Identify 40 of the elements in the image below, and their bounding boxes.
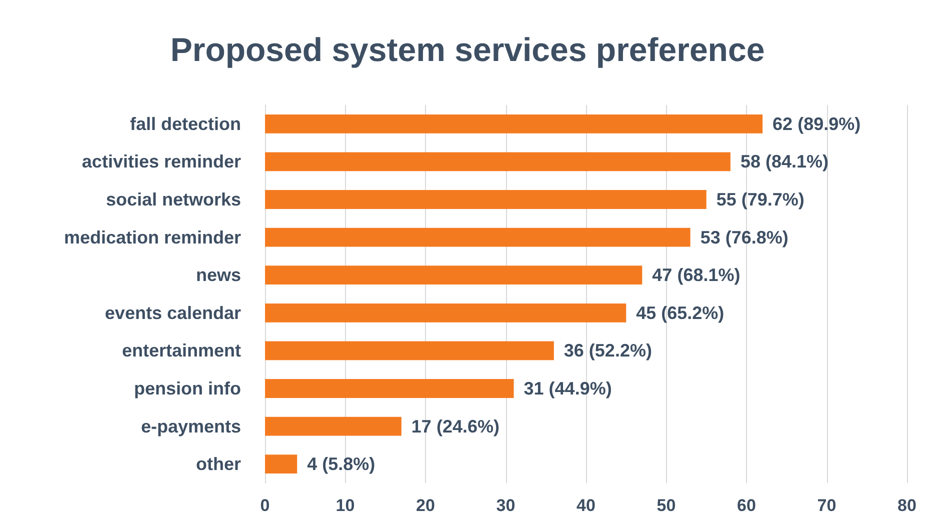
bar — [265, 379, 514, 398]
bar — [265, 114, 763, 134]
bar — [265, 416, 402, 436]
data-label: 53 (76.8%) — [700, 227, 788, 248]
x-tick-label: 20 — [416, 496, 435, 515]
x-tick-label: 30 — [496, 496, 516, 515]
data-label: 17 (24.6%) — [411, 416, 500, 436]
chart-title: Proposed system services preference — [170, 31, 765, 68]
x-tick-label: 80 — [898, 496, 916, 515]
y-tick-label: events calendar — [104, 302, 241, 323]
bar — [265, 303, 626, 322]
bar — [265, 152, 730, 172]
bar — [265, 190, 706, 209]
x-tick-label: 60 — [737, 496, 756, 515]
data-label: 4 (5.8%) — [307, 454, 376, 474]
bar — [265, 228, 690, 247]
y-tick-label: news — [196, 265, 241, 286]
y-tick-label: other — [196, 454, 241, 474]
y-tick-label: activities reminder — [82, 152, 241, 172]
x-tick-label: 70 — [817, 496, 836, 515]
bar — [265, 454, 298, 474]
data-label: 47 (68.1%) — [652, 265, 740, 286]
y-tick-label: medication reminder — [64, 227, 241, 248]
data-label: 31 (44.9%) — [524, 378, 612, 398]
x-tick-label: 50 — [656, 496, 676, 515]
bar — [265, 341, 554, 360]
y-tick-label: social networks — [106, 190, 241, 210]
x-tick-label: 40 — [576, 496, 596, 515]
bar — [265, 266, 642, 285]
y-tick-label: e-payments — [140, 416, 241, 436]
y-tick-label: entertainment — [122, 340, 241, 361]
data-label: 55 (79.7%) — [716, 190, 804, 210]
y-tick-label: pension info — [134, 378, 241, 398]
y-tick-label: fall detection — [130, 114, 241, 134]
x-tick-label: 10 — [336, 496, 355, 515]
data-label: 58 (84.1%) — [740, 152, 829, 172]
data-label: 36 (52.2%) — [564, 340, 652, 361]
data-label: 62 (89.9%) — [772, 114, 861, 134]
x-tick-label: 0 — [260, 496, 270, 515]
data-label: 45 (65.2%) — [636, 302, 724, 323]
